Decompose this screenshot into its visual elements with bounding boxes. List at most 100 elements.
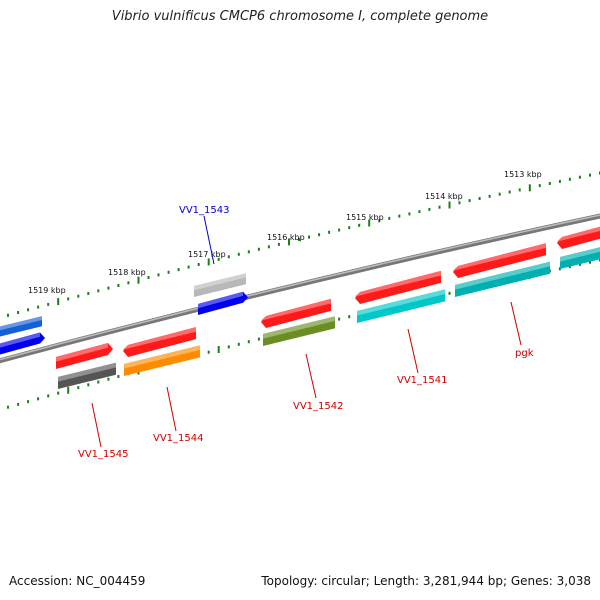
gene-arrow-red-6 bbox=[557, 226, 600, 249]
inner-ruler-minor-tick bbox=[247, 340, 250, 344]
inner-ruler-minor-tick bbox=[57, 391, 60, 395]
kbp-label-1515: 1515 kbp bbox=[346, 213, 384, 222]
gene-arrow-pgk bbox=[455, 261, 550, 297]
outer-ruler-minor-tick bbox=[298, 238, 300, 241]
gene-arrow-red-1 bbox=[56, 343, 113, 369]
inner-ruler-minor-tick bbox=[97, 380, 100, 384]
chromosome-backbone-highlight bbox=[0, 214, 600, 361]
outer-ruler-minor-tick bbox=[267, 245, 270, 249]
kbp-label-1518: 1518 kbp bbox=[108, 268, 146, 277]
outer-ruler-minor-tick bbox=[338, 228, 341, 232]
outer-ruler-minor-tick bbox=[37, 305, 40, 309]
outer-ruler-minor-tick bbox=[428, 207, 431, 211]
outer-ruler-minor-tick bbox=[388, 216, 391, 220]
summary-text: Topology: circular; Length: 3,281,944 bp… bbox=[261, 574, 591, 588]
outer-ruler-minor-tick bbox=[408, 212, 411, 216]
outer-ruler-minor-tick bbox=[558, 179, 561, 183]
outer-ruler-minor-tick bbox=[488, 194, 491, 198]
outer-ruler-major-tick bbox=[207, 258, 210, 266]
outer-ruler-minor-tick bbox=[568, 177, 571, 181]
feature-labels: VV1_1545 VV1_1544 VV1_1543 VV1_1542 VV1_… bbox=[78, 205, 534, 460]
gene-arrow-red-2 bbox=[123, 327, 196, 357]
outer-ruler-minor-tick bbox=[578, 175, 581, 179]
inner-ruler-minor-tick bbox=[578, 262, 581, 266]
outer-ruler-minor-tick bbox=[237, 252, 240, 256]
outer-ruler-minor-tick bbox=[127, 281, 130, 285]
gene-arrow-red-5 bbox=[453, 243, 546, 278]
inner-ruler-minor-tick bbox=[17, 402, 20, 406]
outer-ruler-minor-tick bbox=[518, 188, 521, 192]
outer-ruler-major-tick bbox=[368, 219, 371, 227]
outer-ruler-minor-tick bbox=[167, 270, 170, 274]
outer-ruler-minor-tick bbox=[47, 302, 50, 306]
leader-line-vv1-1543 bbox=[203, 215, 215, 265]
outer-ruler-minor-tick bbox=[318, 233, 321, 237]
outer-ruler-minor-tick bbox=[187, 265, 190, 269]
inner-ruler-major-tick bbox=[67, 386, 70, 394]
outer-ruler-minor-tick bbox=[77, 294, 80, 298]
gene-arrow-vv1-1543-highlight bbox=[194, 273, 246, 291]
gene-arrow-pgk-highlight bbox=[455, 261, 550, 290]
outer-ruler-minor-tick bbox=[589, 173, 591, 177]
inner-ruler-minor-tick bbox=[227, 345, 230, 349]
gene-label-vv1-1542: VV1_1542 bbox=[293, 401, 344, 412]
gene-arrow-red-1-highlight bbox=[56, 343, 108, 362]
gene-label-vv1-1545: VV1_1545 bbox=[78, 449, 129, 460]
inner-ruler-minor-tick bbox=[448, 291, 451, 295]
kbp-label-1517: 1517 kbp bbox=[188, 250, 226, 259]
gene-arrow-vv1-1542 bbox=[263, 316, 335, 346]
gene-arrow-vv1-1543 bbox=[194, 273, 246, 297]
gene-arrow-vv1-1542-highlight bbox=[263, 316, 335, 339]
genome-title: Vibrio vulnificus CMCP6 chromosome I, co… bbox=[111, 9, 489, 24]
accession-text: Accession: NC_004459 bbox=[9, 574, 146, 588]
outer-ruler-minor-tick bbox=[398, 214, 401, 218]
gene-arrow-vv1-1545 bbox=[58, 362, 116, 389]
outer-ruler-minor-tick bbox=[87, 292, 90, 295]
gene-label-pgk: pgk bbox=[515, 348, 534, 359]
outer-ruler-minor-tick bbox=[378, 219, 381, 223]
gene-label-vv1-1543: VV1_1543 bbox=[179, 205, 230, 216]
kbp-label-1513: 1513 kbp bbox=[504, 170, 542, 179]
outer-ruler-major-tick bbox=[448, 201, 451, 209]
outer-ruler-minor-tick bbox=[257, 247, 260, 251]
outer-ruler-minor-tick bbox=[157, 273, 160, 277]
inner-ruler-minor-tick bbox=[7, 405, 9, 409]
inner-ruler-minor-tick bbox=[37, 397, 40, 401]
outer-ruler-minor-tick bbox=[177, 268, 180, 272]
gene-arrow-vv1-1541-highlight bbox=[357, 289, 445, 316]
outer-ruler-ticks bbox=[7, 171, 600, 317]
outer-ruler-minor-tick bbox=[277, 242, 280, 246]
inner-ruler-minor-tick bbox=[589, 260, 591, 264]
gene-arrow-blue-left-2-highlight bbox=[0, 332, 40, 348]
outer-ruler-minor-tick bbox=[478, 197, 481, 200]
outer-ruler-minor-tick bbox=[538, 184, 541, 188]
gene-arrow-red-3-highlight bbox=[261, 298, 331, 321]
inner-ruler-minor-tick bbox=[568, 265, 571, 269]
leader-line-vv1-1541 bbox=[407, 328, 419, 374]
gene-label-vv1-1544: VV1_1544 bbox=[153, 433, 204, 444]
inner-ruler-minor-tick bbox=[257, 337, 260, 341]
gene-arrow-red-5-highlight bbox=[453, 243, 546, 271]
gene-arrow-vv1-1544-highlight bbox=[124, 345, 200, 369]
outer-ruler-minor-tick bbox=[468, 199, 471, 203]
kbp-label-1514: 1514 kbp bbox=[425, 192, 463, 201]
gene-arrow-red-6-highlight bbox=[557, 226, 600, 242]
outer-ruler-major-tick bbox=[528, 184, 531, 192]
gene-arrow-vv1-1544 bbox=[124, 345, 200, 376]
gene-arrow-blue-left-1 bbox=[0, 316, 42, 337]
inner-ruler-major-tick bbox=[217, 346, 220, 353]
gene-arrow-red-4-highlight bbox=[355, 270, 441, 297]
outer-ruler-major-tick bbox=[288, 238, 290, 246]
leader-line-pgk bbox=[510, 301, 522, 346]
gene-arrow-red-2-highlight bbox=[123, 327, 196, 350]
chromosome-backbone bbox=[0, 213, 600, 364]
gene-arrow-vv1-1541 bbox=[357, 289, 445, 323]
gene-label-vv1-1541: VV1_1541 bbox=[397, 375, 448, 386]
outer-ruler-minor-tick bbox=[117, 284, 120, 287]
gene-arrow-blue-forward bbox=[198, 291, 248, 315]
inner-ruler-minor-tick bbox=[338, 317, 341, 321]
gene-arrow-blue-left-1-highlight bbox=[0, 316, 42, 331]
leader-line-vv1-1545 bbox=[91, 402, 102, 448]
outer-ruler-minor-tick bbox=[348, 226, 351, 230]
